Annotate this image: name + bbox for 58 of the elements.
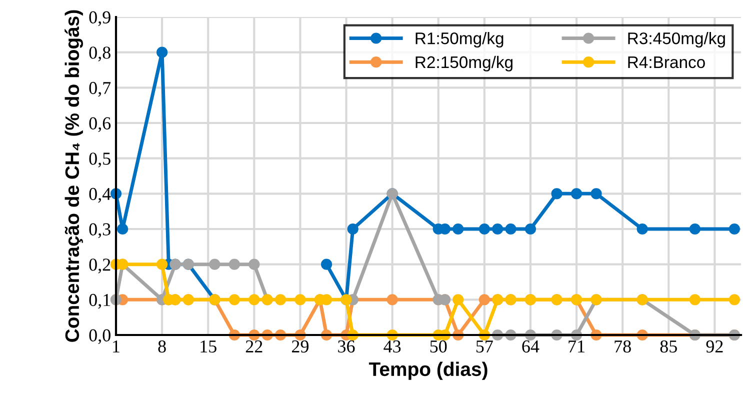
point [386, 294, 398, 306]
point [728, 223, 740, 235]
x-tick-label: 8 [158, 340, 166, 353]
point [156, 258, 168, 270]
point [294, 294, 306, 306]
y-tick-label: 0,4 [89, 188, 111, 203]
legend-label: R1:50mg/kg [416, 32, 504, 48]
x-tick-label: 57 [476, 340, 493, 353]
point [478, 223, 490, 235]
point [248, 258, 260, 270]
x-tick-label: 43 [384, 340, 401, 353]
point [492, 223, 504, 235]
x-tick-label: 50 [430, 340, 447, 353]
y-tick-label: 0,3 [89, 223, 110, 238]
point [156, 46, 168, 58]
point [228, 294, 240, 306]
point [689, 294, 701, 306]
point [478, 294, 490, 306]
y-tick-label: 0,8 [89, 46, 110, 62]
legend-label: R2:150mg/kg [416, 56, 512, 72]
y-tick-label: 0,9 [89, 11, 110, 26]
x-tick-label: 78 [614, 340, 631, 353]
point [117, 223, 128, 235]
x-axis-title: Tempo (dias) [368, 362, 488, 380]
point [570, 188, 582, 200]
x-tick-label: 64 [522, 340, 540, 353]
y-tick-label: 0,7 [89, 82, 111, 97]
x-tick-label: 85 [660, 340, 677, 353]
point [689, 223, 701, 235]
point [248, 294, 260, 306]
point [551, 188, 562, 200]
point [728, 294, 740, 306]
x-tick-label: 29 [292, 340, 308, 353]
point [320, 258, 332, 270]
legend-label: R4:Branco [628, 56, 705, 68]
y-tick-label: 0,5 [89, 152, 110, 168]
point [452, 223, 464, 235]
x-tick-label: 1 [113, 340, 120, 352]
x-tick-label: 36 [338, 340, 355, 353]
x-tick-label: 22 [246, 340, 262, 352]
y-tick-label: 0,1 [89, 294, 110, 309]
y-tick-label: 0,0 [89, 329, 110, 344]
y-tick-label: 0,6 [89, 117, 111, 132]
x-tick-label: 71 [568, 340, 584, 352]
y-tick-label: 0,2 [89, 258, 110, 274]
point [505, 223, 516, 235]
y-axis-title: Concentração de CH₄ (% do biogás) [64, 10, 84, 342]
point [590, 188, 602, 200]
point [347, 223, 358, 235]
legend-label: R3:450mg/kg [628, 32, 725, 48]
point [636, 223, 648, 235]
x-tick-label: 15 [200, 340, 216, 353]
point [524, 223, 536, 235]
point [452, 294, 464, 306]
x-tick-label: 92 [706, 340, 723, 353]
point [209, 258, 220, 270]
point [274, 294, 286, 306]
point [228, 258, 240, 270]
